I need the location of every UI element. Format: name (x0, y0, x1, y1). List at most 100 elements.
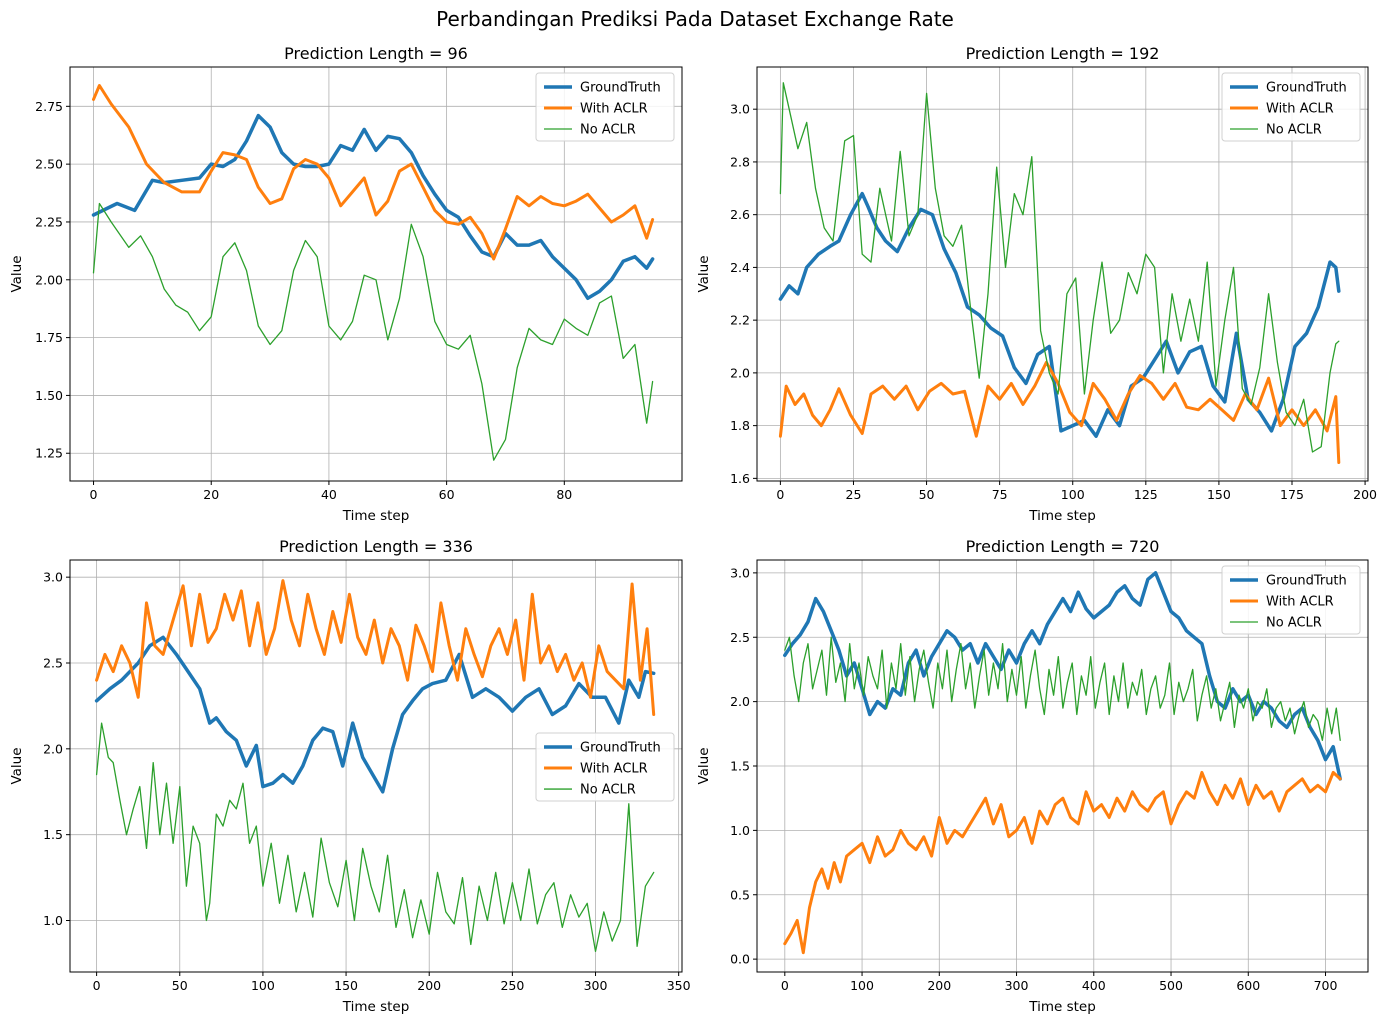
chart-title: Prediction Length = 96 (284, 44, 468, 63)
y-tick-label: 2.2 (730, 313, 750, 328)
x-tick-label: 50 (172, 978, 188, 993)
legend: GroundTruth With ACLR No ACLR (535, 72, 675, 142)
legend-label: GroundTruth (1266, 81, 1347, 96)
x-tick-label: 20 (203, 487, 219, 502)
legend-label: With ACLR (580, 102, 648, 117)
chart-title: Prediction Length = 336 (279, 537, 473, 556)
x-tick-label: 400 (1082, 978, 1106, 993)
series-line-with-aclr (95, 579, 656, 716)
y-tick-label: 1.0 (43, 913, 63, 928)
x-tick-label: 200 (417, 978, 441, 993)
legend-label: No ACLR (1266, 616, 1322, 631)
y-tick-label: 2.5 (43, 656, 63, 671)
x-axis-label: Time step (342, 999, 410, 1015)
y-tick-label: 2.00 (35, 272, 63, 287)
x-tick-label: 25 (846, 487, 862, 502)
chart-title: Prediction Length = 720 (966, 537, 1160, 556)
x-tick-label: 150 (1207, 487, 1231, 502)
y-tick-label: 0.0 (730, 952, 750, 967)
y-tick-label: 3.0 (730, 565, 750, 580)
y-tick-label: 1.5 (730, 759, 750, 774)
y-tick-label: 1.6 (730, 471, 750, 486)
x-tick-label: 150 (334, 978, 358, 993)
x-tick-label: 100 (251, 978, 275, 993)
y-tick-label: 3.0 (730, 102, 750, 117)
y-tick-label: 1.0 (730, 823, 750, 838)
y-axis-label: Value (696, 747, 712, 784)
legend: GroundTruth With ACLR No ACLR (535, 732, 675, 802)
y-tick-label: 0.5 (730, 887, 750, 902)
x-tick-label: 600 (1236, 978, 1260, 993)
x-tick-label: 100 (1061, 487, 1085, 502)
x-tick-label: 0 (781, 978, 789, 993)
legend-label: No ACLR (1266, 123, 1322, 138)
y-tick-label: 2.6 (730, 207, 750, 222)
x-tick-label: 175 (1280, 487, 1304, 502)
legend-box (1221, 565, 1361, 635)
y-tick-label: 1.5 (43, 827, 63, 842)
axes-frame (756, 66, 1369, 482)
x-tick-label: 100 (850, 978, 874, 993)
y-tick-label: 1.75 (35, 330, 63, 345)
legend-label: With ACLR (1266, 595, 1334, 610)
x-axis-label: Time step (1028, 999, 1096, 1015)
y-tick-label: 2.0 (730, 694, 750, 709)
chart-panel-1: 0 20 40 60 80 1.25 1.50 1.75 2.00 2.25 2.50 2.75 Pre… (9, 44, 683, 524)
chart-title: Prediction Length = 192 (966, 44, 1160, 63)
x-tick-label: 300 (584, 978, 608, 993)
series-line-groundtruth (778, 191, 1341, 438)
y-axis-label: Value (9, 747, 25, 784)
x-tick-label: 50 (919, 487, 935, 502)
legend-box (535, 732, 675, 802)
axes-frame (69, 559, 683, 973)
x-tick-label: 300 (1005, 978, 1029, 993)
chart-panel-4: 0 100 200 300 400 500 600 700 0.0 0.5 1.0 1.5 2.0 2.5… (696, 537, 1369, 1015)
x-tick-label: 200 (1353, 487, 1377, 502)
y-tick-label: 2.75 (35, 99, 63, 114)
x-axis-label: Time step (1028, 508, 1096, 524)
figure-title: Perbandingan Prediksi Pada Dataset Excha… (436, 7, 954, 31)
series-line-with-aclr (92, 84, 655, 261)
y-tick-label: 2.8 (730, 154, 750, 169)
y-axis-label: Value (9, 255, 25, 292)
series-line-groundtruth (94, 635, 656, 794)
legend-label: No ACLR (580, 783, 636, 798)
x-tick-label: 0 (93, 978, 101, 993)
chart-panel-2: 0 25 50 75 100 125 150 175 200 1.6 1.8 2.0 2.2 2.4 2.6… (696, 44, 1377, 524)
series-line-groundtruth (91, 113, 655, 301)
y-tick-label: 2.50 (35, 157, 63, 172)
x-tick-label: 500 (1159, 978, 1183, 993)
x-tick-label: 40 (321, 487, 337, 502)
x-tick-label: 700 (1314, 978, 1338, 993)
x-tick-label: 350 (667, 978, 691, 993)
legend-label: No ACLR (580, 123, 636, 138)
x-tick-label: 80 (556, 487, 572, 502)
y-tick-label: 2.25 (35, 214, 63, 229)
x-axis-label: Time step (342, 508, 410, 524)
series-line-no-aclr (92, 202, 654, 461)
legend-box (535, 72, 675, 142)
legend-label: With ACLR (580, 762, 648, 777)
series-line-no-aclr (95, 722, 655, 953)
y-tick-label: 1.8 (730, 418, 750, 433)
y-tick-label: 2.4 (730, 260, 750, 275)
legend: GroundTruth With ACLR No ACLR (1221, 72, 1361, 142)
y-tick-label: 1.25 (35, 446, 63, 461)
legend-label: GroundTruth (580, 81, 661, 96)
x-tick-label: 125 (1134, 487, 1158, 502)
y-tick-label: 3.0 (43, 570, 63, 585)
chart-panel-3: 0 50 100 150 200 250 300 350 1.0 1.5 2.0 2.5 3.0 Pred… (9, 537, 691, 1015)
x-tick-label: 200 (927, 978, 951, 993)
y-tick-label: 2.5 (730, 630, 750, 645)
legend-box (1221, 72, 1361, 142)
y-tick-label: 2.0 (43, 741, 63, 756)
x-tick-label: 250 (500, 978, 524, 993)
axes-frame (69, 66, 683, 482)
x-tick-label: 0 (90, 487, 98, 502)
series-line-no-aclr (784, 636, 1341, 741)
series-line-with-aclr (783, 770, 1342, 955)
x-tick-label: 60 (439, 487, 455, 502)
x-tick-label: 0 (776, 487, 784, 502)
y-axis-label: Value (696, 255, 712, 292)
